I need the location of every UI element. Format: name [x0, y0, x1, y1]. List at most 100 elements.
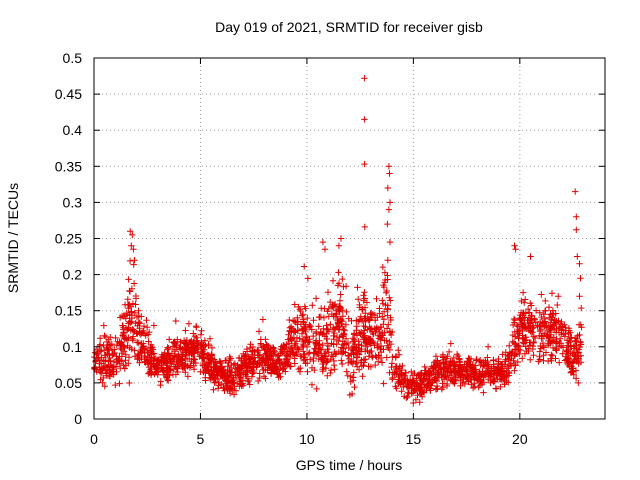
data-point [358, 362, 366, 370]
data-point [497, 383, 504, 391]
data-point [142, 332, 149, 339]
data-point [375, 358, 382, 365]
data-point [428, 382, 435, 389]
data-point [575, 379, 582, 387]
data-point [138, 313, 145, 320]
data-point [323, 330, 330, 337]
data-point [127, 228, 134, 235]
data-point [406, 376, 414, 383]
data-point [384, 272, 391, 279]
data-point [388, 328, 396, 336]
data-point [367, 311, 374, 318]
data-point [97, 369, 104, 376]
data-point [250, 364, 258, 371]
data-point [256, 370, 263, 377]
data-point [404, 381, 412, 388]
data-point [480, 389, 487, 396]
data-point [327, 369, 334, 377]
data-point [575, 321, 583, 328]
data-point [362, 356, 369, 363]
data-point [319, 238, 327, 246]
y-tick-label: 0.15 [55, 303, 82, 319]
data-point [199, 342, 206, 350]
data-point [321, 246, 329, 253]
data-point [456, 358, 463, 365]
data-point [380, 380, 387, 387]
data-point [126, 312, 133, 319]
data-point [335, 242, 343, 249]
data-point [377, 354, 385, 362]
data-point [100, 322, 107, 329]
data-point [310, 354, 317, 362]
data-point [287, 344, 295, 352]
data-point [130, 280, 138, 287]
data-point [286, 316, 293, 324]
data-point [423, 383, 430, 390]
data-point [97, 335, 104, 342]
data-point [365, 363, 372, 370]
data-point [552, 346, 560, 353]
data-point [224, 363, 231, 370]
data-point [519, 355, 526, 362]
data-point [285, 331, 292, 338]
data-point [511, 352, 518, 360]
data-point [140, 345, 148, 353]
data-point [573, 335, 581, 342]
data-point [278, 350, 286, 357]
data-point [539, 343, 547, 350]
data-point [349, 374, 357, 381]
data-point [385, 344, 392, 352]
data-point [306, 356, 314, 363]
data-point [412, 396, 420, 403]
data-point [96, 341, 104, 348]
data-point [133, 329, 140, 337]
data-point [354, 363, 361, 370]
data-point [337, 304, 344, 311]
data-point [499, 351, 506, 358]
x-tick-label: 10 [299, 431, 315, 447]
data-point [366, 324, 373, 331]
data-point [323, 322, 330, 329]
data-point [286, 363, 294, 370]
data-point [519, 332, 526, 339]
data-point [362, 315, 369, 322]
data-point [119, 322, 126, 329]
data-point [112, 363, 120, 370]
data-point [320, 357, 327, 364]
data-point [125, 354, 133, 361]
data-point [570, 371, 577, 378]
data-point [341, 327, 348, 334]
data-point [503, 365, 511, 372]
data-point [414, 392, 421, 399]
data-point [339, 348, 347, 355]
data-point [338, 357, 345, 364]
data-point [236, 364, 244, 371]
data-point [162, 354, 169, 361]
data-point [347, 358, 355, 365]
data-point [171, 352, 178, 359]
data-point [308, 364, 316, 372]
data-point [379, 263, 386, 271]
data-point [515, 346, 522, 353]
data-point [195, 340, 202, 347]
data-point [398, 366, 405, 374]
data-point [197, 331, 205, 338]
data-point [421, 363, 428, 371]
data-point [432, 363, 439, 370]
data-point [498, 368, 506, 375]
data-point [150, 361, 157, 368]
data-point [243, 373, 250, 380]
y-tick-label: 0.35 [55, 158, 82, 174]
y-axis: 0 0.05 0.1 0.15 0.2 0.25 0.3 0.35 0.4 0.45 0.5 [55, 50, 605, 427]
data-point [361, 116, 368, 123]
data-point [304, 275, 312, 282]
data-point [312, 328, 320, 336]
data-point [271, 361, 278, 369]
data-point [434, 385, 441, 392]
data-point [118, 353, 125, 360]
data-point [510, 339, 518, 347]
y-tick-label: 0.25 [55, 231, 82, 247]
data-point [377, 345, 384, 353]
data-point [173, 358, 180, 365]
data-point [373, 354, 380, 361]
